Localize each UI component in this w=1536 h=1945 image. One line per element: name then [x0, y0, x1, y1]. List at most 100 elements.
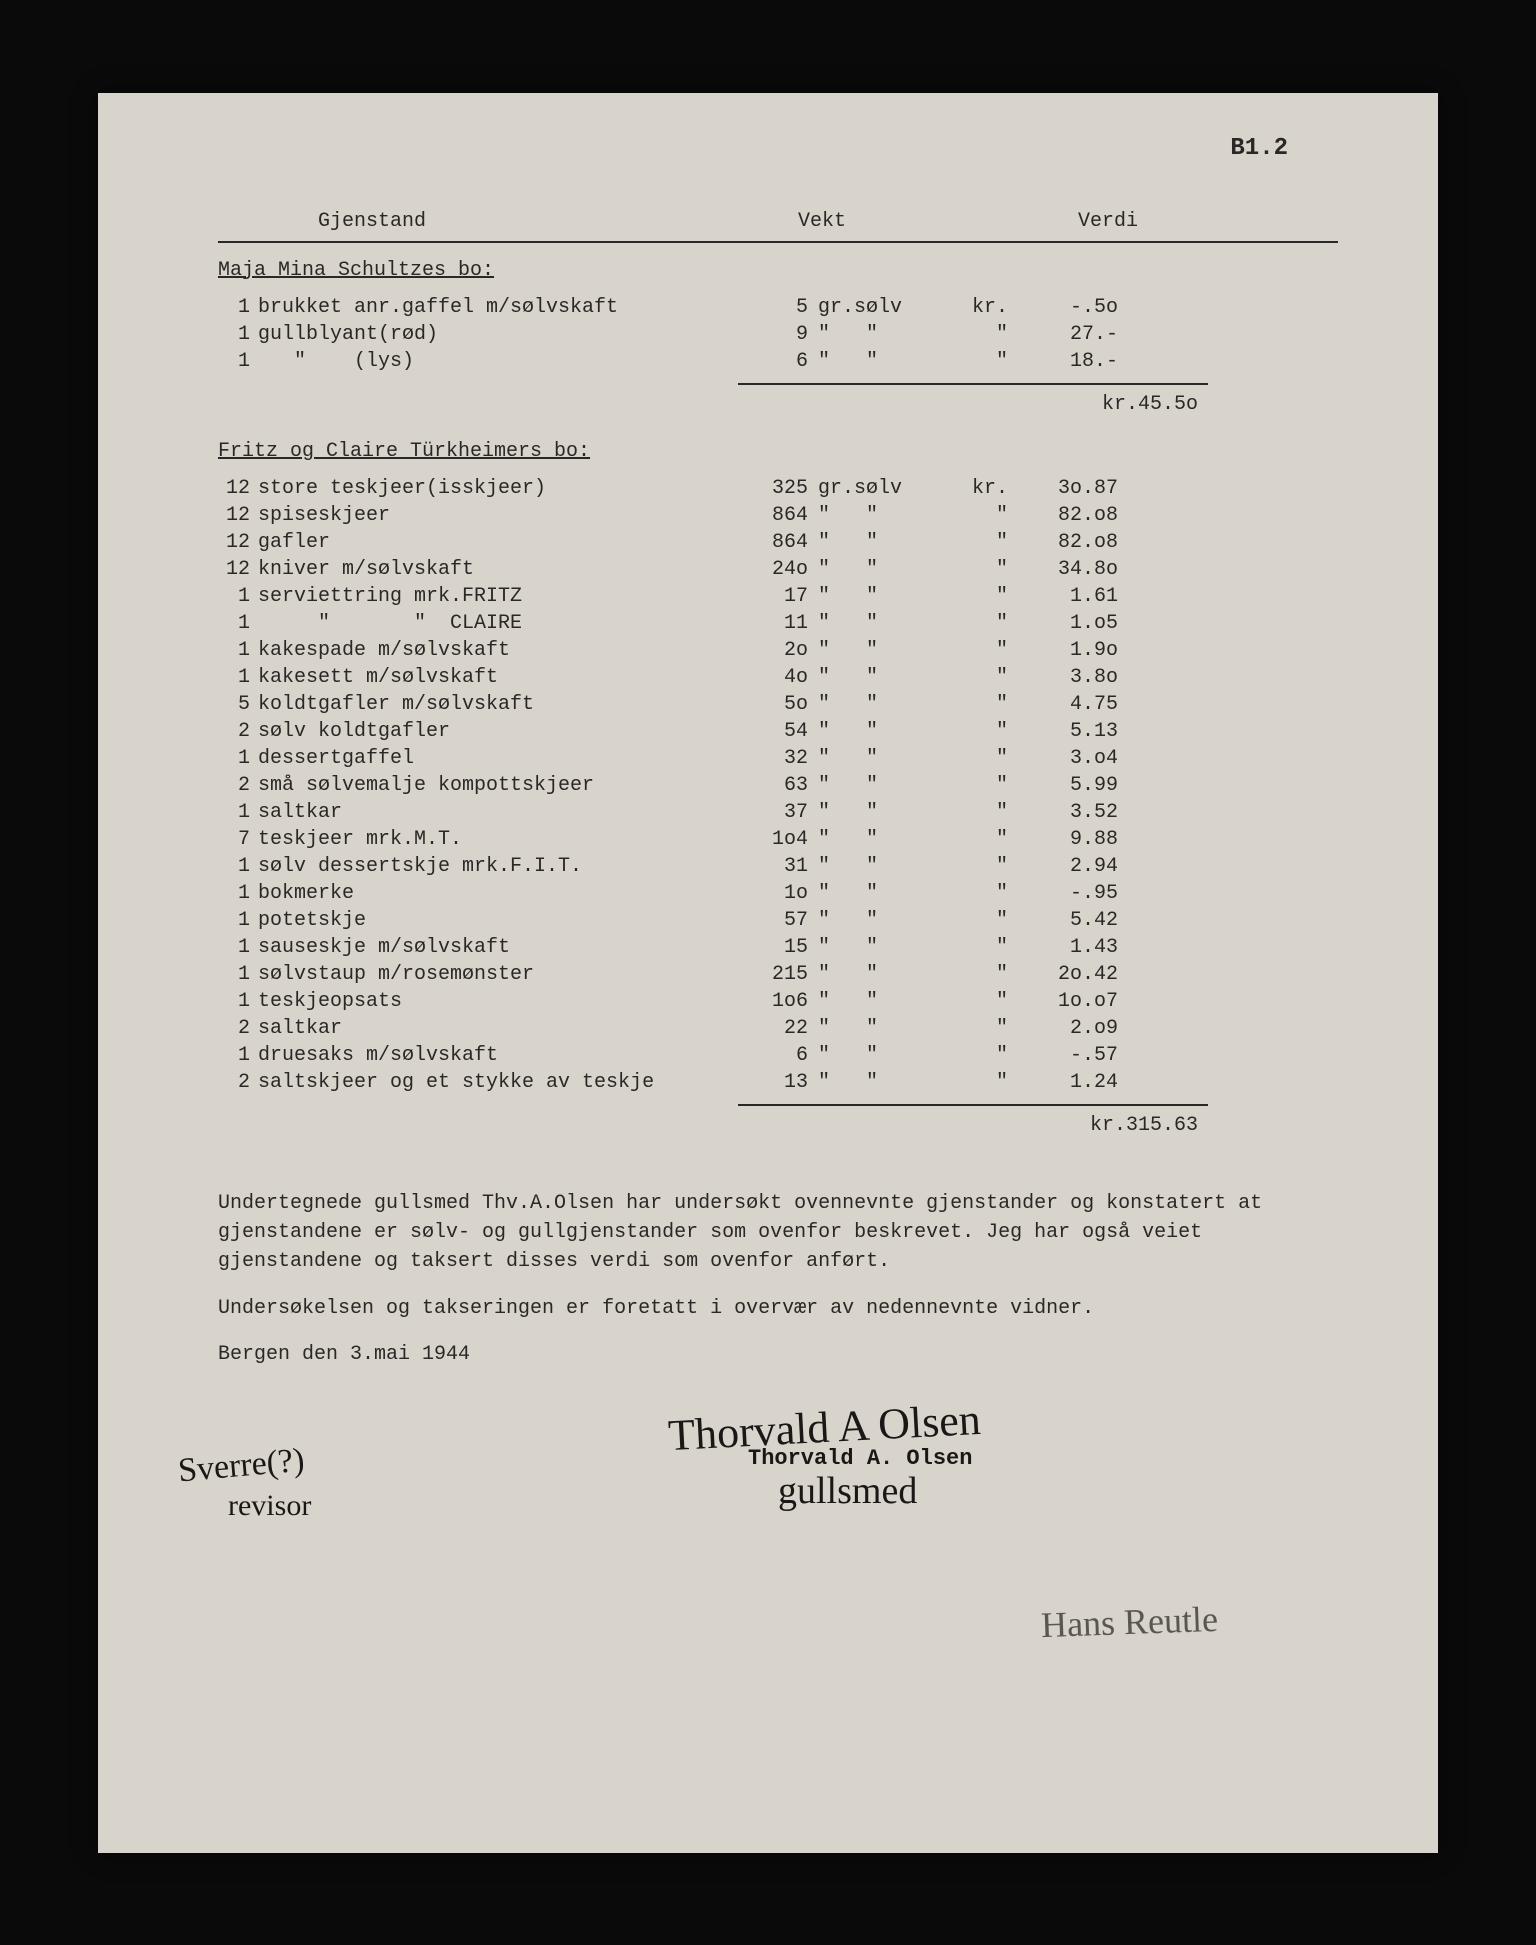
- cell-wt: 2o: [738, 637, 808, 664]
- cell-qty: 5: [218, 691, 258, 718]
- cell-val: 2.94: [1008, 853, 1118, 880]
- cell-unit: " ": [808, 1042, 948, 1069]
- cell-cur: ": [948, 907, 1008, 934]
- header-vekt: Vekt: [798, 208, 1038, 235]
- cell-qty: 2: [218, 772, 258, 799]
- cell-qty: 2: [218, 1069, 258, 1096]
- cell-unit: " ": [808, 934, 948, 961]
- cell-desc: store teskjeer(isskjeer): [258, 475, 738, 502]
- cell-qty: 1: [218, 348, 258, 375]
- cell-unit: " ": [808, 556, 948, 583]
- cell-wt: 864: [738, 529, 808, 556]
- cell-wt: 32: [738, 745, 808, 772]
- cell-desc: koldtgafler m/sølvskaft: [258, 691, 738, 718]
- cell-wt: 4o: [738, 664, 808, 691]
- cell-val: 4.75: [1008, 691, 1118, 718]
- cell-cur: ": [948, 664, 1008, 691]
- cell-val: 1.o5: [1008, 610, 1118, 637]
- cell-qty: 2: [218, 1015, 258, 1042]
- cell-unit: " ": [808, 502, 948, 529]
- cell-wt: 24o: [738, 556, 808, 583]
- cell-val: 1.24: [1008, 1069, 1118, 1096]
- cell-qty: 1: [218, 610, 258, 637]
- cell-qty: 7: [218, 826, 258, 853]
- section1-rows: 1brukket anr.gaffel m/sølvskaft5gr.sølvk…: [218, 294, 1338, 375]
- table-row: 1teskjeopsats1o6" ""1o.o7: [218, 988, 1338, 1015]
- cell-cur: ": [948, 321, 1008, 348]
- cell-cur: ": [948, 1015, 1008, 1042]
- cell-unit: " ": [808, 348, 948, 375]
- table-row: 1brukket anr.gaffel m/sølvskaft5gr.sølvk…: [218, 294, 1338, 321]
- signatures-area: Thorvald A Olsen Thorvald A. Olsen gulls…: [218, 1388, 1338, 1688]
- cell-desc: sølv koldtgafler: [258, 718, 738, 745]
- cell-wt: 22: [738, 1015, 808, 1042]
- cell-unit: " ": [808, 826, 948, 853]
- cell-val: 82.o8: [1008, 529, 1118, 556]
- cell-cur: ": [948, 934, 1008, 961]
- cell-wt: 5: [738, 294, 808, 321]
- cell-wt: 1o6: [738, 988, 808, 1015]
- cell-desc: kniver m/sølvskaft: [258, 556, 738, 583]
- cell-unit: " ": [808, 853, 948, 880]
- cell-val: 3.o4: [1008, 745, 1118, 772]
- cell-qty: 1: [218, 321, 258, 348]
- cell-val: 5.13: [1008, 718, 1118, 745]
- cell-wt: 6: [738, 348, 808, 375]
- cell-qty: 12: [218, 475, 258, 502]
- cell-wt: 15: [738, 934, 808, 961]
- cell-unit: " ": [808, 718, 948, 745]
- cell-qty: 1: [218, 961, 258, 988]
- table-row: 1druesaks m/sølvskaft6" ""-.57: [218, 1042, 1338, 1069]
- cell-wt: 215: [738, 961, 808, 988]
- cell-qty: 1: [218, 907, 258, 934]
- table-row: 12store teskjeer(isskjeer)325gr.sølvkr.3…: [218, 475, 1338, 502]
- cell-desc: kakespade m/sølvskaft: [258, 637, 738, 664]
- table-row: 1bokmerke1o" ""-.95: [218, 880, 1338, 907]
- cell-val: 2o.42: [1008, 961, 1118, 988]
- cell-val: 1.9o: [1008, 637, 1118, 664]
- cell-wt: 9: [738, 321, 808, 348]
- table-row: 2saltkar22" ""2.o9: [218, 1015, 1338, 1042]
- cell-cur: ": [948, 1069, 1008, 1096]
- table-row: 1sølvstaup m/rosemønster215" ""2o.42: [218, 961, 1338, 988]
- table-row: 1potetskje57" ""5.42: [218, 907, 1338, 934]
- cell-cur: ": [948, 853, 1008, 880]
- cell-wt: 54: [738, 718, 808, 745]
- cell-val: 1o.o7: [1008, 988, 1118, 1015]
- table-row: 1saltkar37" ""3.52: [218, 799, 1338, 826]
- cell-unit: " ": [808, 1069, 948, 1096]
- cell-qty: 1: [218, 294, 258, 321]
- cell-wt: 31: [738, 853, 808, 880]
- cell-unit: " ": [808, 988, 948, 1015]
- cell-unit: " ": [808, 961, 948, 988]
- cell-desc: små sølvemalje kompottskjeer: [258, 772, 738, 799]
- table-row: 12gafler864" ""82.o8: [218, 529, 1338, 556]
- cell-wt: 6: [738, 1042, 808, 1069]
- cell-cur: ": [948, 988, 1008, 1015]
- cell-cur: ": [948, 583, 1008, 610]
- rule: [738, 383, 1208, 385]
- cell-cur: ": [948, 637, 1008, 664]
- cell-wt: 1o4: [738, 826, 808, 853]
- signature-bottom: Hans Reutle: [1040, 1594, 1219, 1649]
- table-row: 2små sølvemalje kompottskjeer63" ""5.99: [218, 772, 1338, 799]
- cell-desc: saltkar: [258, 1015, 738, 1042]
- cell-desc: bokmerke: [258, 880, 738, 907]
- table-row: 1sølv dessertskje mrk.F.I.T.31" ""2.94: [218, 853, 1338, 880]
- cell-unit: " ": [808, 1015, 948, 1042]
- cell-wt: 13: [738, 1069, 808, 1096]
- cell-cur: ": [948, 556, 1008, 583]
- cell-val: 3o.87: [1008, 475, 1118, 502]
- cell-val: 1.61: [1008, 583, 1118, 610]
- cell-qty: 1: [218, 664, 258, 691]
- cell-cur: ": [948, 691, 1008, 718]
- signature-title: gullsmed: [778, 1466, 917, 1517]
- signature-left-2: revisor: [228, 1486, 311, 1527]
- table-row: 1 " (lys)6" ""18.-: [218, 348, 1338, 375]
- table-row: 12spiseskjeer864" ""82.o8: [218, 502, 1338, 529]
- cell-cur: ": [948, 348, 1008, 375]
- cell-desc: saltskjeer og et stykke av teskje: [258, 1069, 738, 1096]
- cell-val: -.5o: [1008, 294, 1118, 321]
- cell-cur: ": [948, 529, 1008, 556]
- cell-desc: " " CLAIRE: [258, 610, 738, 637]
